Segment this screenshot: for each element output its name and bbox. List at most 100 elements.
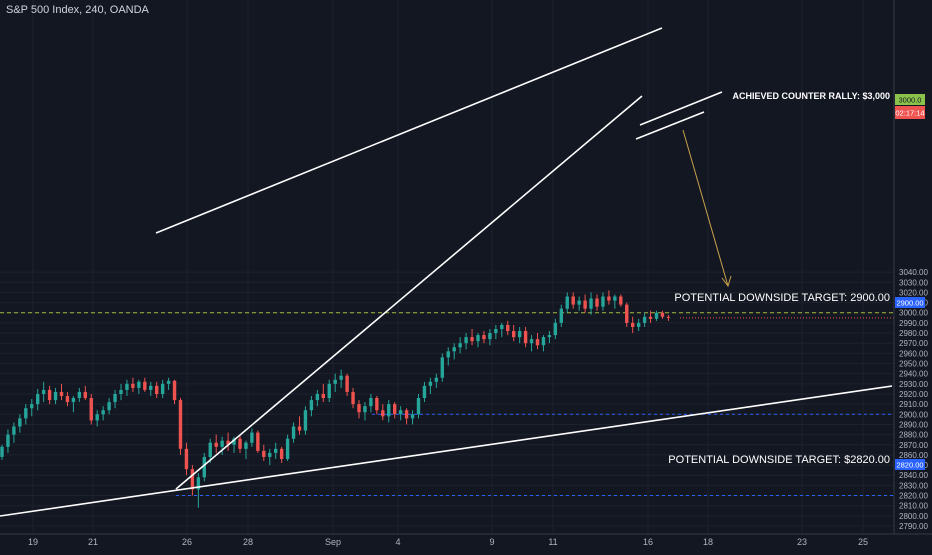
upper-channel-trendline [155,27,663,234]
candle-body [369,398,373,407]
candle-body [166,380,171,384]
time-axis[interactable]: 19 21 26 28 Sep 4 9 11 16 18 23 25 [0,533,932,547]
candle-body [101,410,105,415]
candle-body [381,410,385,417]
x-tick-label: 11 [548,537,557,547]
y-tick-label: 2980.00 [899,329,928,338]
x-tick-label: 28 [243,537,253,547]
candle-body [36,393,40,405]
candle-body [601,296,605,307]
candle-body [178,400,183,449]
y-tick-label: 2880.00 [899,431,928,440]
candle-body [446,351,450,358]
flag-lower-trendline [635,111,705,140]
y-tick-label: 2810.00 [899,502,928,511]
candle-body [190,469,195,490]
candle-body [631,322,635,327]
candle-body [357,404,361,413]
candle-body [238,438,242,449]
y-tick-label: 2860.00 [899,451,928,460]
candle-body [500,324,504,329]
candle-body [345,375,349,392]
candle-body [613,296,617,301]
x-tick-label: 19 [28,537,38,547]
y-tick-label: 2790.00 [899,522,928,531]
candle-body [24,408,28,419]
candle-body [208,442,212,457]
annotation-rally: ACHIEVED COUNTER RALLY: $3,000 [732,91,890,101]
candle-body [595,298,599,307]
price-axis[interactable]: 2790.002800.002810.002820.002830.002840.… [893,0,932,534]
candle-body [333,379,337,384]
candle-body [137,381,141,388]
candle-body [279,448,284,459]
candle-body [517,331,522,338]
current-price-countdown: 02:17:14 [895,109,924,118]
candle-body [77,391,82,399]
candle-body [250,432,254,443]
candle-body [30,404,34,409]
candle-body [47,389,52,401]
x-tick-label: 23 [797,537,807,547]
candle-body [12,426,16,435]
candle-body [220,440,224,447]
candle-body [607,296,611,301]
candle-body [149,385,153,390]
projection-arrow [682,129,729,287]
candle-body [196,477,201,490]
candle-body [589,298,593,309]
candle-body [553,322,558,336]
candle-body [339,375,343,380]
candle-body [428,381,433,386]
y-tick-label: 2890.00 [899,420,928,429]
candle-body [268,452,272,457]
candle-body [351,391,355,405]
rally-level-tag-text: 3000.0 [899,96,922,105]
candle-body [404,410,409,419]
candle-body [285,438,290,459]
x-tick-label: Sep [325,537,341,547]
x-tick-label: 21 [88,537,98,547]
candle-body [440,357,444,378]
x-tick-label: 16 [643,537,653,547]
candle-body [666,316,671,318]
candle-body [18,418,22,427]
annotation-target-2820: POTENTIAL DOWNSIDE TARGET: $2820.00 [668,454,890,466]
x-tick-label: 26 [182,537,192,547]
y-tick-label: 3000.00 [899,309,928,318]
candle-body [410,414,415,419]
annotation-target-2900: POTENTIAL DOWNSIDE TARGET: 2900.00 [674,292,890,304]
candle-body [232,438,236,445]
candle-body [636,322,641,327]
long-term-support-trendline [0,385,893,517]
candle-body [321,393,325,399]
y-tick-label: 2960.00 [899,349,928,358]
candle-body [393,404,397,415]
candle-body [113,393,117,403]
y-tick-label: 2870.00 [899,441,928,450]
candle-body [452,347,456,352]
projection-arrowhead [721,275,732,288]
candle-body [464,337,468,344]
candle-body [482,335,486,340]
candle-body [547,335,552,338]
y-tick-label: 2910.00 [899,400,928,409]
candle-body [327,383,331,399]
current-price-tag [895,106,925,119]
y-tick-label: 2930.00 [899,380,928,389]
y-tick-label: 3030.00 [899,278,928,287]
candle-body [41,389,46,394]
candle-body [83,391,87,399]
candle-body [458,343,462,348]
candle-body [648,316,653,319]
y-tick-label: 2940.00 [899,370,928,379]
candle-body [131,383,135,388]
price-axis-background [894,0,932,534]
candle-body [244,442,248,449]
annotation-labels: ACHIEVED COUNTER RALLY: $3,000 POTENTIAL… [668,91,890,466]
candle-body [291,426,296,439]
y-tick-label: 2970.00 [899,339,928,348]
y-tick-label: 2800.00 [899,512,928,521]
